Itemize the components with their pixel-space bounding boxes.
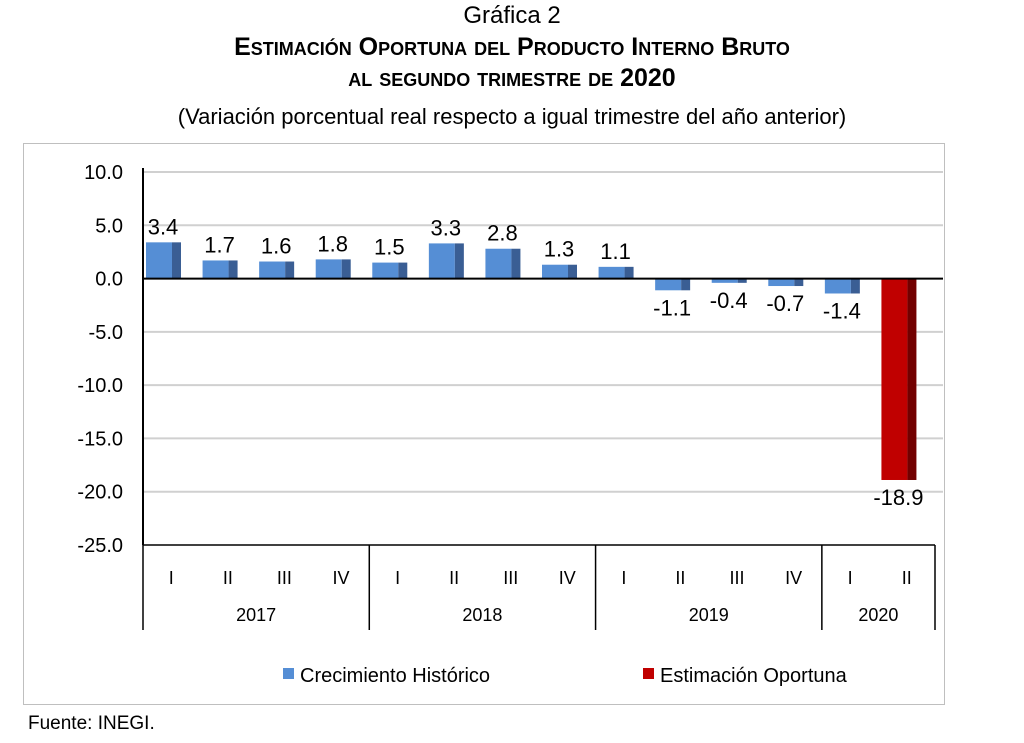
bar: [146, 242, 172, 279]
bar: [598, 266, 625, 279]
y-tick-label: -5.0: [89, 322, 123, 344]
bar: [768, 278, 795, 287]
y-tick-label: -25.0: [77, 535, 123, 557]
source-note: Fuente: INEGI.: [28, 713, 155, 734]
data-label: 1.1: [600, 239, 631, 264]
year-label: 2019: [689, 605, 729, 625]
bar: [881, 278, 908, 480]
bar-side: [511, 248, 521, 279]
bar: [372, 262, 399, 279]
chart-title-line2: al segundo trimestre de 2020: [348, 64, 676, 92]
x-tick-label: I: [395, 568, 400, 588]
data-label: 1.7: [204, 232, 235, 257]
bar: [824, 278, 851, 294]
y-tick-label: 10.0: [84, 162, 123, 184]
year-label: 2020: [858, 605, 898, 625]
year-label: 2018: [462, 605, 502, 625]
bar-side: [794, 278, 804, 287]
bar: [485, 248, 512, 279]
bar: [259, 261, 286, 279]
bar-side: [681, 278, 691, 291]
bar-side: [850, 278, 860, 294]
y-tick-label: 0.0: [95, 269, 123, 291]
bar-side: [172, 242, 181, 279]
bar: [202, 260, 229, 279]
chart-title-line1: Estimación Oportuna del Producto Interno…: [234, 33, 790, 61]
bar-side: [228, 260, 238, 279]
bar-side: [398, 262, 408, 279]
x-tick-label: III: [729, 568, 744, 588]
data-label: 3.4: [148, 214, 179, 239]
data-label: -1.4: [823, 298, 861, 323]
year-label: 2017: [236, 605, 276, 625]
x-tick-label: IV: [559, 568, 576, 588]
y-tick-label: 5.0: [95, 215, 123, 237]
data-label: -0.7: [766, 291, 804, 316]
x-tick-label: IV: [332, 568, 349, 588]
legend-label: Estimación Oportuna: [660, 665, 848, 687]
y-tick-label: -15.0: [77, 428, 123, 450]
y-tick-label: -10.0: [77, 375, 123, 397]
bar-side: [341, 259, 351, 279]
data-label: 2.8: [487, 221, 518, 246]
data-label: 1.8: [317, 231, 348, 256]
legend-swatch: [643, 668, 654, 679]
chart-subtitle: (Variación porcentual real respecto a ig…: [177, 104, 847, 129]
legend-label: Crecimiento Histórico: [300, 665, 490, 687]
bar-side: [737, 278, 747, 283]
data-label: 1.5: [374, 235, 405, 260]
bar-side: [568, 264, 577, 279]
bar: [655, 278, 682, 291]
legend-swatch: [283, 668, 294, 679]
y-tick-label: -20.0: [77, 482, 123, 504]
data-label: 1.3: [544, 237, 575, 262]
chart-label: Gráfica 2: [463, 2, 561, 29]
x-tick-label: I: [621, 568, 626, 588]
chart-frame: [23, 143, 945, 705]
data-label: -18.9: [873, 485, 923, 510]
data-label: 1.6: [261, 234, 292, 259]
bar-side: [285, 261, 295, 279]
bar: [428, 243, 455, 279]
x-tick-label: I: [848, 568, 853, 588]
bar-side: [624, 266, 634, 279]
x-tick-label: I: [169, 568, 174, 588]
x-tick-label: II: [449, 568, 459, 588]
x-tick-label: IV: [785, 568, 802, 588]
bar: [711, 278, 738, 283]
bar: [315, 259, 342, 279]
x-tick-label: III: [277, 568, 292, 588]
data-label: -0.4: [710, 288, 748, 313]
data-label: 3.3: [431, 215, 462, 240]
data-label: -1.1: [653, 295, 691, 320]
bar-side: [907, 278, 917, 480]
bar-side: [454, 243, 464, 279]
x-tick-label: III: [503, 568, 518, 588]
bar: [542, 264, 568, 279]
x-tick-label: II: [902, 568, 912, 588]
x-tick-label: II: [223, 568, 233, 588]
x-tick-label: II: [675, 568, 685, 588]
